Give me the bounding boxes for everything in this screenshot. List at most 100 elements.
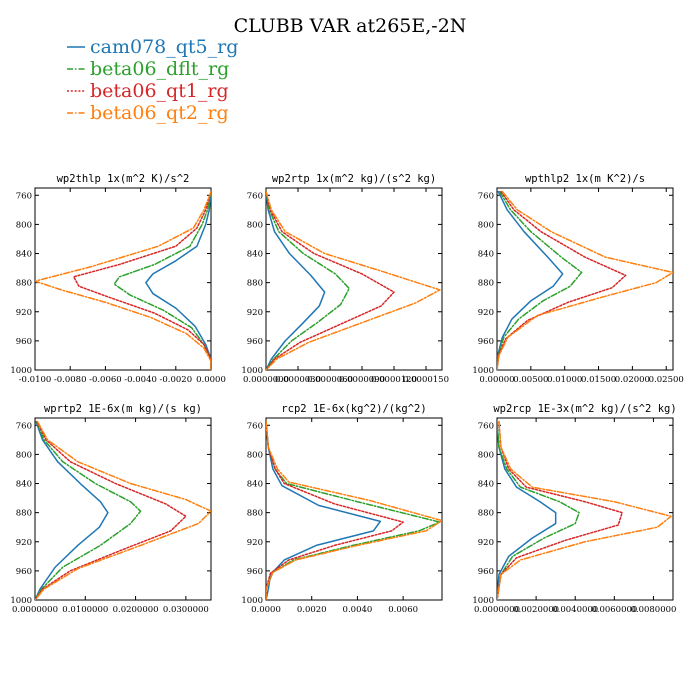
y-tick-label: 880: [478, 509, 494, 519]
plot-frame: [496, 417, 674, 601]
series-line-beta06_qt1_rg: [35, 420, 187, 600]
y-tick-label: 920: [16, 308, 32, 318]
series-line-beta06_qt2_rg: [266, 190, 441, 370]
y-tick-label: 960: [16, 567, 32, 577]
y-tick-label: 760: [16, 191, 32, 201]
x-tick-label: -0.0020: [159, 375, 192, 385]
figure-title: CLUBB VAR at265E,-2N: [234, 15, 467, 37]
x-tick-label: 0.0000150: [403, 375, 449, 385]
series-line-beta06_dflt_rg: [266, 190, 350, 370]
plot-frame: [265, 187, 443, 371]
series-group: [35, 420, 211, 600]
panel-title: wpthlp2 1x(m K^2)/s: [525, 173, 645, 185]
legend-item: cam078_qt5_rg: [67, 36, 238, 58]
y-tick-label: 1000: [10, 366, 32, 376]
y-tick-label: 840: [478, 250, 494, 260]
panel-title: wp2thlp 1x(m^2 K)/s^2: [57, 173, 190, 185]
series-group: [35, 190, 211, 370]
panels: wp2thlp 1x(m^2 K)/s^2 760 800 840 880 920 960 1…: [10, 173, 683, 615]
series-line-beta06_qt1_rg: [266, 420, 404, 600]
x-tick-label: 0.0000030: [275, 375, 321, 385]
y-tick-label: 920: [247, 308, 263, 318]
panel-6: wp2rcp 1E-3x(m^2 kg)/(s^2 kg) 760 800 840 88…: [472, 403, 676, 615]
x-tick-label: 0.0020: [297, 605, 327, 615]
series-line-beta06_qt1_rg: [266, 190, 395, 370]
series-line-beta06_dflt_rg: [497, 190, 583, 370]
y-tick-label: 840: [478, 480, 494, 490]
x-tick-label: 0.0000090: [339, 375, 385, 385]
y-tick-label: 800: [478, 220, 494, 230]
y-tick-label: 880: [247, 279, 263, 289]
y-tick-label: 960: [16, 337, 32, 347]
x-tick-label: 0.0000060: [307, 375, 353, 385]
y-tick-label: 840: [247, 480, 263, 490]
x-tick-label: 0.0080000: [630, 605, 676, 615]
y-tick-label: 1000: [472, 366, 494, 376]
y-tick-label: 1000: [241, 596, 263, 606]
panel-5: rcp2 1E-6x(kg^2)/(kg^2) 760 800 840 880 920 96…: [241, 403, 443, 615]
series-line-beta06_dflt_rg: [35, 420, 142, 600]
plot-frame: [34, 187, 212, 371]
y-tick-label: 880: [247, 509, 263, 519]
x-tick-label: 0.0000000: [12, 605, 58, 615]
series-line-cam078_qt5_rg: [145, 190, 211, 370]
y-tick-label: 800: [247, 450, 263, 460]
series-line-cam078_qt5_rg: [497, 190, 564, 370]
y-tick-label: 920: [16, 538, 32, 548]
y-tick-label: 880: [16, 509, 32, 519]
x-tick-label: 0.02000: [615, 375, 650, 385]
plot-frame: [34, 417, 212, 601]
y-tick-label: 880: [478, 279, 494, 289]
y-tick-label: 840: [16, 480, 32, 490]
series-line-beta06_qt1_rg: [497, 190, 627, 370]
series-line-beta06_qt2_rg: [35, 420, 211, 600]
x-tick-label: 0.0000: [251, 605, 281, 615]
y-tick-label: 800: [16, 450, 32, 460]
y-tick-label: 920: [478, 538, 494, 548]
series-line-cam078_qt5_rg: [35, 420, 109, 600]
x-tick-label: -0.0040: [124, 375, 157, 385]
y-tick-label: 960: [478, 567, 494, 577]
series-group: [266, 190, 441, 370]
plot-frame: [496, 187, 674, 371]
panel-1: wp2thlp 1x(m^2 K)/s^2 760 800 840 880 920 960 1…: [10, 173, 226, 385]
y-tick-label: 960: [247, 337, 263, 347]
plot-frame: [265, 417, 443, 601]
y-tick-label: 960: [478, 337, 494, 347]
series-line-beta06_qt2_rg: [497, 190, 673, 370]
y-tick-label: 760: [478, 191, 494, 201]
panel-title: wprtp2 1E-6x(m kg)/(s kg): [44, 403, 202, 415]
x-tick-label: 0.0060000: [591, 605, 637, 615]
legend-item: beta06_qt2_rg: [67, 102, 229, 124]
y-tick-label: 1000: [10, 596, 32, 606]
series-group: [497, 420, 672, 600]
y-tick-label: 760: [16, 421, 32, 431]
x-tick-label: 0.01500: [581, 375, 616, 385]
x-tick-label: 0.0000000: [474, 605, 520, 615]
x-tick-label: 0.0040: [343, 605, 373, 615]
x-tick-label: 0.0200000: [113, 605, 159, 615]
y-tick-label: 800: [478, 450, 494, 460]
series-line-beta06_dflt_rg: [113, 190, 211, 370]
y-tick-label: 800: [247, 220, 263, 230]
legend-item: beta06_qt1_rg: [67, 80, 229, 102]
panel-title: wp2rcp 1E-3x(m^2 kg)/(s^2 kg): [493, 403, 676, 415]
panel-title: rcp2 1E-6x(kg^2)/(kg^2): [281, 403, 426, 415]
x-tick-label: 0.0000: [196, 375, 226, 385]
x-tick-label: 0.0060: [388, 605, 418, 615]
y-tick-label: 800: [16, 220, 32, 230]
panel-4: wprtp2 1E-6x(m kg)/(s kg) 760 800 840 880 920…: [10, 403, 212, 615]
legend-label: beta06_dflt_rg: [90, 58, 229, 80]
x-tick-label: 0.01000: [547, 375, 582, 385]
x-tick-label: 0.02500: [649, 375, 684, 385]
legend-label: cam078_qt5_rg: [90, 36, 238, 58]
y-tick-label: 960: [247, 567, 263, 577]
series-line-beta06_qt2_rg: [35, 190, 211, 370]
legend-label: beta06_qt1_rg: [90, 80, 229, 102]
x-tick-label: 0.0000120: [371, 375, 417, 385]
series-line-beta06_dflt_rg: [266, 420, 441, 600]
x-tick-label: -0.0100: [19, 375, 52, 385]
x-tick-label: 0.0100000: [62, 605, 108, 615]
y-tick-label: 840: [247, 250, 263, 260]
